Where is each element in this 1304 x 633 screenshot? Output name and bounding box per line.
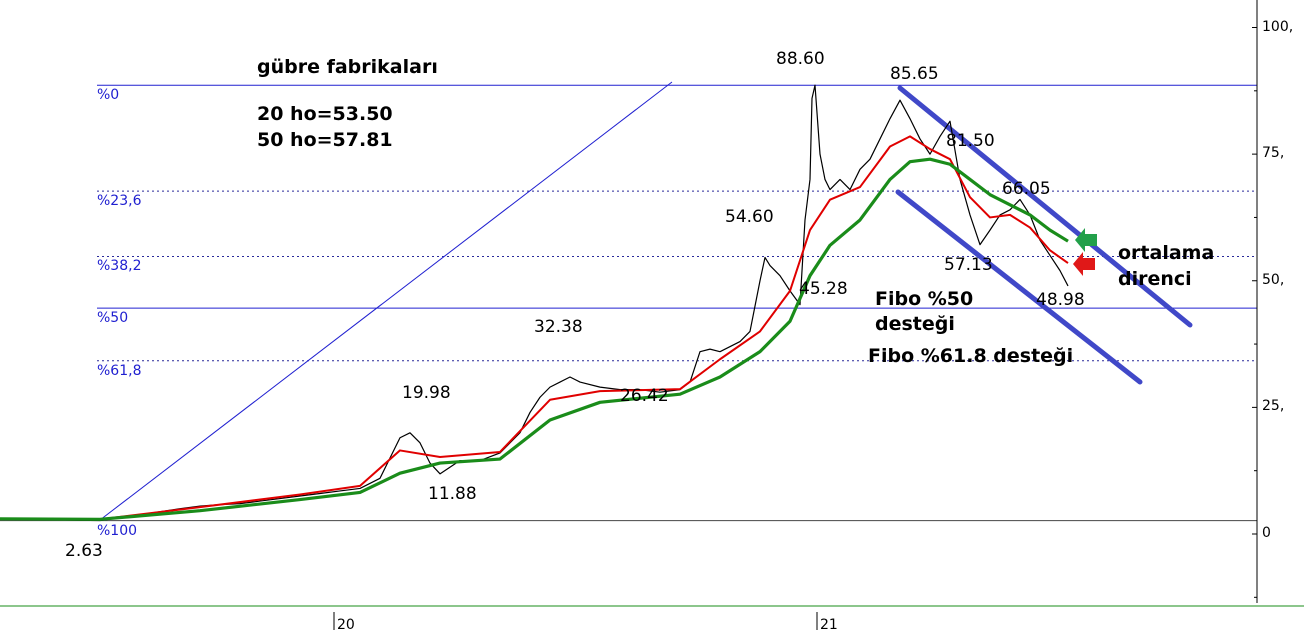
annotation-text: Fibo %61.8 desteği bbox=[868, 345, 1074, 367]
fib-level-label: %61,8 bbox=[97, 362, 142, 379]
channel-upper-line bbox=[897, 85, 1193, 328]
series-lines bbox=[0, 84, 1069, 522]
price-label: 26.42 bbox=[620, 386, 669, 407]
price-label: 45.28 bbox=[799, 278, 848, 299]
annotation-text: direnci bbox=[1118, 268, 1192, 290]
chart-subtitle-line: 50 ho=57.81 bbox=[257, 129, 393, 151]
price-label: 57.13 bbox=[944, 254, 993, 275]
price-label: 54.60 bbox=[725, 207, 774, 228]
y-tick-label: 75, bbox=[1262, 145, 1285, 162]
chart-subtitle-line: 20 ho=53.50 bbox=[257, 103, 393, 125]
red-arrow-icon bbox=[1073, 252, 1095, 276]
arrows bbox=[1073, 228, 1097, 276]
trend-channel bbox=[99, 81, 1193, 521]
fib-level-label: %38,2 bbox=[97, 258, 142, 275]
fibonacci-lines bbox=[0, 84, 1257, 522]
fib-level-label: %0 bbox=[97, 87, 120, 104]
price-label: 32.38 bbox=[534, 316, 583, 337]
green-arrow-icon bbox=[1075, 228, 1097, 252]
fan-line bbox=[99, 81, 673, 521]
series-line bbox=[0, 157, 1069, 521]
fib-level-label: %100 bbox=[97, 522, 138, 539]
y-tick-marks bbox=[1252, 27, 1257, 598]
price-label: 2.63 bbox=[65, 540, 103, 561]
fib-level-label: %23,6 bbox=[97, 193, 142, 210]
x-tick-label: 20 bbox=[337, 617, 355, 633]
chart-title: gübre fabrikaları bbox=[257, 56, 438, 78]
y-tick-label: 50, bbox=[1262, 271, 1285, 288]
price-label: 81.50 bbox=[946, 131, 995, 152]
annotation-text: desteği bbox=[875, 313, 955, 335]
annotation-text: Fibo %50 bbox=[875, 288, 974, 310]
y-tick-label: 25, bbox=[1262, 398, 1285, 415]
channel-lower-line bbox=[895, 189, 1143, 385]
y-tick-label: 0 bbox=[1262, 525, 1271, 541]
y-tick-label: 100, bbox=[1262, 18, 1294, 35]
fib-level-label: %50 bbox=[97, 310, 129, 327]
annotation-text: ortalama bbox=[1118, 242, 1215, 264]
price-label: 88.60 bbox=[776, 49, 825, 70]
price-label: 85.65 bbox=[890, 64, 939, 85]
price-label: 48.98 bbox=[1036, 289, 1085, 310]
series-line bbox=[0, 135, 1069, 521]
price-label: 19.98 bbox=[402, 382, 451, 403]
x-tick-label: 21 bbox=[820, 617, 838, 633]
price-label: 66.05 bbox=[1002, 179, 1051, 200]
price-label: 11.88 bbox=[428, 483, 477, 504]
